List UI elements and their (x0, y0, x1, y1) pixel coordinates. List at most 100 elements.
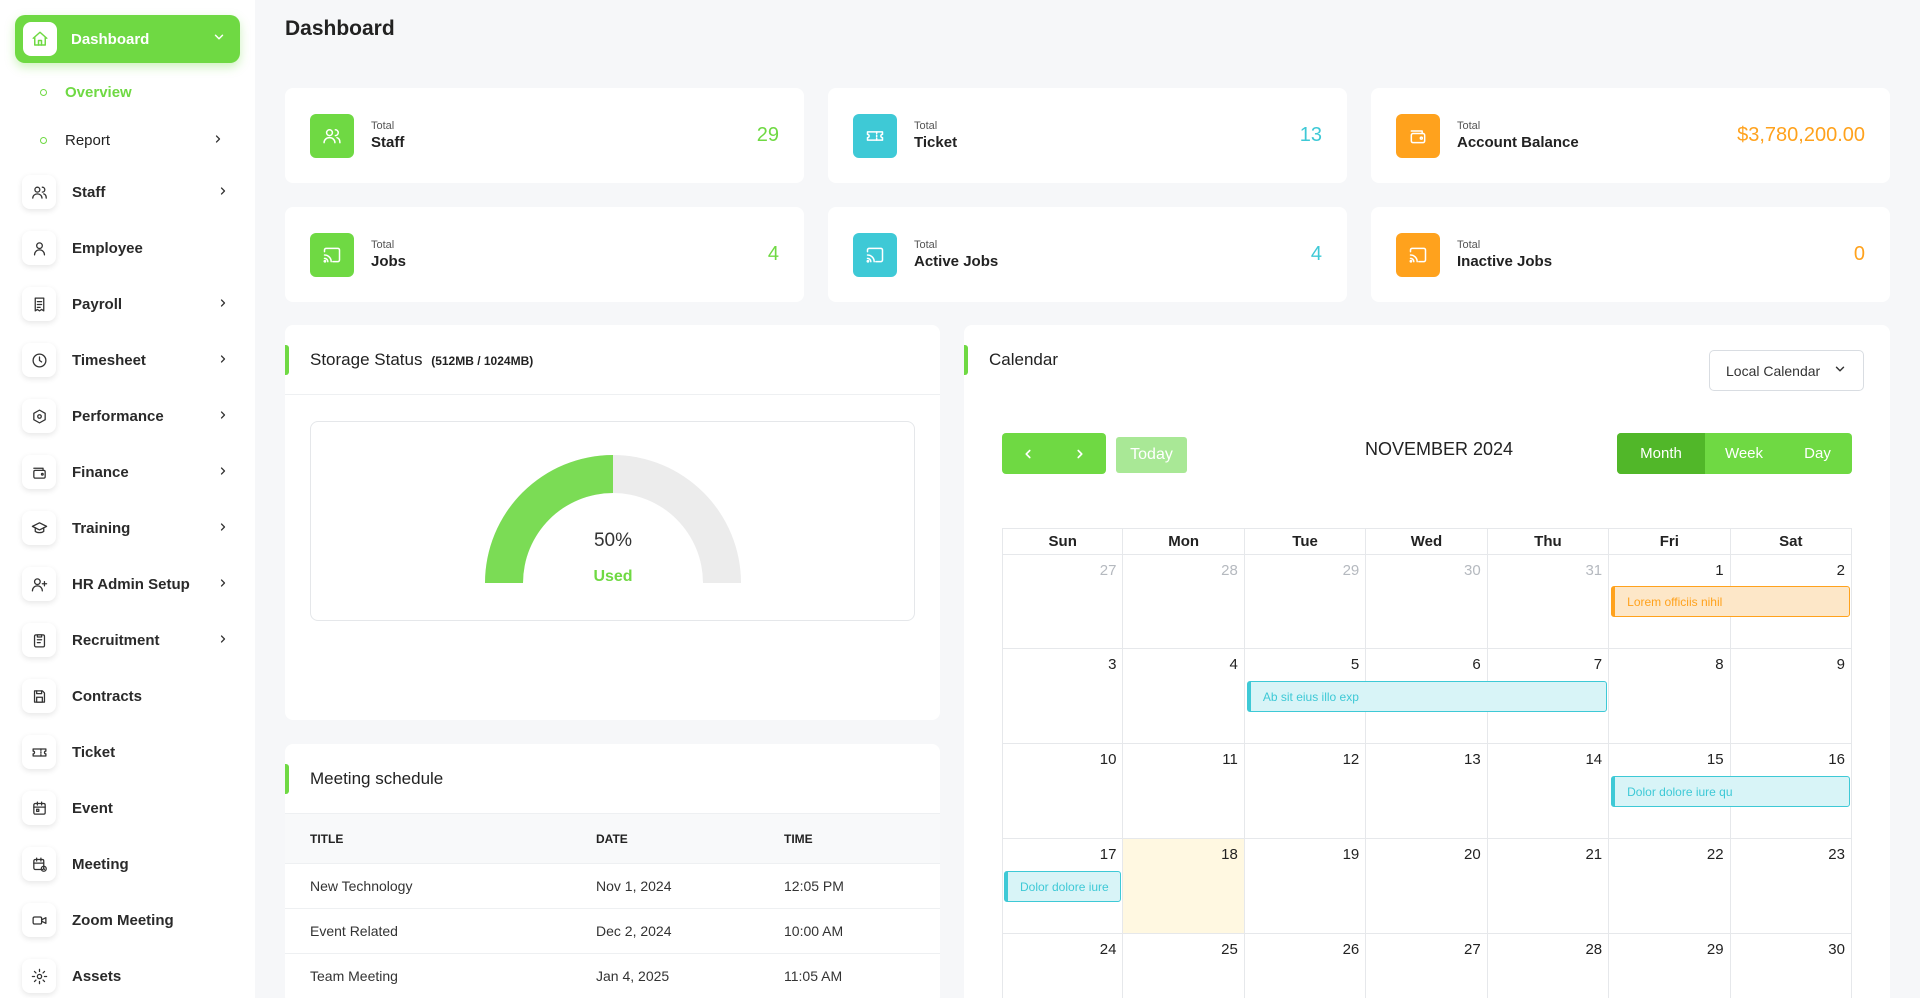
stat-text: Total Account Balance (1457, 120, 1737, 151)
receipt-icon (22, 287, 56, 321)
meeting-time-cell: 10:00 AM (784, 923, 844, 939)
sidebar-item-payroll[interactable]: Payroll (22, 286, 237, 322)
sidebar-item-training[interactable]: Training (22, 510, 237, 546)
calendar-day-cell[interactable]: 19 (1244, 839, 1367, 934)
sidebar-item-employee[interactable]: Employee (22, 230, 237, 266)
calendar-day-cell[interactable]: 29 (1609, 934, 1731, 998)
gauge-used-arc (485, 455, 613, 583)
stat-value: 13 (1299, 124, 1322, 146)
calendar-day-cell[interactable]: 23 (1730, 839, 1852, 934)
sidebar-item-hr-admin-setup[interactable]: HR Admin Setup (22, 566, 237, 602)
calendar-day-cell[interactable]: 8 (1609, 649, 1731, 744)
calendar-day-number: 16 (1828, 751, 1845, 768)
calendar-day-cell[interactable]: 12 (1244, 744, 1367, 839)
calendar-day-cell[interactable]: 9 (1730, 649, 1852, 744)
view-month-button[interactable]: Month (1617, 433, 1705, 474)
hexagon-icon (22, 399, 56, 433)
calendar-day-cell[interactable]: 7 (1487, 649, 1610, 744)
prev-month-button[interactable] (1002, 433, 1054, 474)
sidebar-item-recruitment[interactable]: Recruitment (22, 622, 237, 658)
stat-label: Jobs (371, 253, 407, 270)
calendar-day-cell[interactable]: 27 (1366, 934, 1488, 998)
sidebar-item-label: Employee (72, 239, 143, 257)
calendar-event[interactable]: Ab sit eius illo exp (1246, 681, 1608, 712)
meeting-title-cell: Team Meeting (310, 968, 398, 984)
calendar-day-cell[interactable]: 22 (1609, 839, 1731, 934)
calendar-view-buttons: Month Week Day (1617, 433, 1852, 474)
calendar-day-cell[interactable]: 25 (1123, 934, 1245, 998)
calendar-day-number: 22 (1706, 846, 1724, 863)
view-week-button[interactable]: Week (1724, 445, 1764, 462)
sidebar-subitem-report[interactable]: Report (40, 130, 221, 150)
calendar-day-cell[interactable]: 28 (1488, 934, 1610, 998)
calendar-day-cell[interactable]: 28 (1123, 554, 1245, 649)
calendar-day-cell[interactable]: 20 (1366, 839, 1488, 934)
calendar-day-number: 26 (1342, 941, 1360, 958)
calendar-day-cell[interactable]: 30 (1731, 934, 1852, 998)
calendar-day-number: 29 (1706, 941, 1724, 958)
sidebar-item-performance[interactable]: Performance (22, 398, 237, 434)
chevron-right-icon (212, 132, 224, 149)
sidebar-item-label: Payroll (72, 295, 123, 313)
sidebar-item-dashboard[interactable]: Dashboard (15, 15, 240, 63)
stat-label: Staff (371, 134, 405, 151)
calendar-day-cell[interactable]: 3 (1002, 649, 1124, 744)
next-month-button[interactable] (1054, 433, 1106, 474)
calendar-day-number: 14 (1585, 751, 1603, 768)
stat-caption: Total (371, 120, 395, 132)
calendar-day-cell[interactable]: 17 (1002, 839, 1124, 934)
calendar-day-cell[interactable]: 16 (1730, 744, 1852, 839)
sidebar-item-event[interactable]: Event (22, 790, 237, 826)
wallet-icon (22, 455, 56, 489)
sidebar-item-staff[interactable]: Staff (22, 174, 237, 210)
calendar-day-cell[interactable]: 11 (1123, 744, 1245, 839)
calendar-day-number: 7 (1593, 656, 1603, 673)
calendar-day-cell[interactable]: 30 (1366, 554, 1488, 649)
view-day-button[interactable]: Day (1804, 445, 1831, 462)
calendar-day-number: 10 (1099, 751, 1117, 768)
calendar-day-number: 17 (1099, 846, 1117, 863)
calendar-source-select[interactable]: Local Calendar (1709, 350, 1864, 391)
chevron-right-icon (1077, 449, 1083, 458)
video-icon (22, 903, 56, 937)
meeting-date-cell: Nov 1, 2024 (596, 878, 672, 894)
calendar-header: Calendar (964, 325, 1890, 395)
gauge-percent-label: 50% (594, 530, 632, 551)
today-button[interactable]: Today (1116, 437, 1187, 473)
calendar-day-cell[interactable]: 21 (1487, 839, 1610, 934)
sidebar-item-assets[interactable]: Assets (22, 958, 237, 994)
calendar-day-number: 28 (1221, 562, 1238, 579)
stat-text: Total Active Jobs (914, 239, 1311, 270)
meeting-time-cell: 12:05 PM (784, 878, 844, 894)
calendar-day-cell[interactable]: 29 (1244, 554, 1367, 649)
sidebar-item-meeting[interactable]: Meeting (22, 846, 237, 882)
ticket-icon (22, 735, 56, 769)
sidebar-item-ticket[interactable]: Ticket (22, 734, 237, 770)
weekday-header: Thu (1487, 528, 1610, 554)
calendar-day-cell[interactable]: 31 (1487, 554, 1610, 649)
calendar-day-cell[interactable]: 27 (1002, 554, 1124, 649)
calendar-day-cell[interactable]: 13 (1366, 744, 1488, 839)
wallet-icon (1396, 113, 1440, 158)
sidebar-item-finance[interactable]: Finance (22, 454, 237, 490)
calendar-day-cell[interactable]: 26 (1245, 934, 1367, 998)
chevron-down-icon (1833, 362, 1847, 379)
sidebar-item-timesheet[interactable]: Timesheet (22, 342, 237, 378)
calendar-event[interactable]: Lorem officiis nihil (1611, 586, 1850, 617)
calendar-day-cell[interactable]: 10 (1002, 744, 1124, 839)
stat-label: Ticket (914, 134, 958, 151)
sidebar-item-zoom-meeting[interactable]: Zoom Meeting (22, 902, 237, 938)
calendar-day-cell[interactable]: 4 (1123, 649, 1245, 744)
calendar-event[interactable]: Dolor dolore iure qu (1611, 776, 1850, 807)
calendar-event[interactable]: Dolor dolore iure (1004, 871, 1122, 902)
calendar-day-cell[interactable]: 14 (1487, 744, 1610, 839)
meeting-title-cell: Event Related (310, 923, 398, 939)
calendar-day-cell[interactable]: 18 (1123, 839, 1245, 934)
meeting-schedule-title: Meeting schedule (310, 768, 444, 788)
sidebar-item-contracts[interactable]: Contracts (22, 678, 237, 714)
calendar-day-cell[interactable]: 24 (1002, 934, 1124, 998)
calendar-day-cell[interactable]: 2 (1730, 554, 1852, 649)
meeting-schedule-header: Meeting schedule (285, 744, 940, 814)
sidebar-subitem-overview[interactable]: Overview (40, 82, 132, 102)
sidebar-item-label: Recruitment (72, 631, 160, 649)
